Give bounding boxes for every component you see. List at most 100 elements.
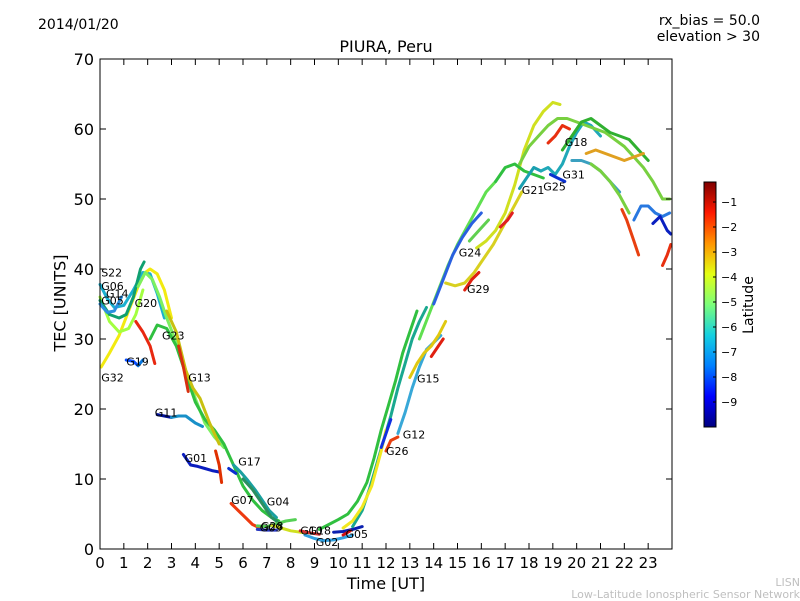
x-tick-label: 11 [353, 554, 372, 572]
colorbar-tick-label: −8 [721, 371, 737, 384]
x-tick-label: 5 [214, 554, 224, 572]
x-tick-label: 10 [329, 554, 348, 572]
sat-label-g31: G31 [562, 169, 585, 182]
x-tick-label: 18 [519, 554, 538, 572]
series-g05b [332, 525, 364, 534]
series-g09 [255, 527, 278, 532]
series-g02 [303, 533, 355, 543]
series-g05r [341, 529, 352, 537]
series-g01r [214, 449, 224, 484]
series-g13r [177, 344, 190, 393]
series-g20 [136, 271, 226, 449]
sat-label-g14: G14 [106, 288, 129, 301]
series-g31 [549, 173, 567, 183]
series-fall5 [651, 215, 673, 236]
colorbar-tick-label: −3 [721, 246, 737, 259]
y-tick-label: 70 [74, 50, 94, 69]
sat-label-g29: G29 [467, 283, 490, 296]
series-g18b [584, 148, 645, 162]
x-tick-label: 16 [472, 554, 491, 572]
series-top2 [560, 117, 650, 162]
x-tick-label: 13 [400, 554, 419, 572]
series-g15 [408, 320, 448, 379]
x-tick-label: 23 [639, 554, 658, 572]
sat-label-g12: G12 [403, 428, 426, 441]
series-g11 [155, 413, 173, 419]
colorbar-tick-label: −7 [721, 346, 737, 359]
x-tick-label: 3 [167, 554, 177, 572]
sat-label-g32: G32 [101, 372, 124, 385]
series-fall3 [620, 208, 641, 257]
x-tick-label: 22 [615, 554, 634, 572]
y-tick-label: 10 [74, 470, 94, 489]
series-g11b [170, 414, 204, 428]
sat-label-g26: G26 [386, 445, 409, 458]
axis-layer: 0 1 2 3 4 5 6 7 8 9 10 11 12 13 14 15 16 17 18 19 20 21 22 2301… [74, 50, 672, 572]
x-tick-label: 21 [591, 554, 610, 572]
sat-label-g23: G23 [162, 330, 185, 343]
sat-label-g18: G18 [309, 524, 332, 537]
series-g18a [298, 529, 321, 536]
sat-label-g20: G20 [135, 297, 158, 310]
series-up2 [494, 162, 545, 183]
series-g25 [539, 120, 602, 176]
series-layer [98, 100, 673, 543]
colorbar-tick-label: −6 [721, 321, 737, 334]
x-tick-label: 12 [376, 554, 395, 572]
x-tick-label: 19 [543, 554, 562, 572]
x-tick-label: 20 [567, 554, 586, 572]
series-g13 [165, 309, 221, 446]
elevation-label: elevation > 30 [656, 29, 760, 45]
series-g01 [181, 453, 221, 474]
sat-label-g18: G18 [565, 136, 588, 149]
sat-label-g25: G25 [543, 181, 566, 194]
y-axis-label: TEC [UNITS] [50, 254, 70, 352]
sat-label-g02: G02 [316, 536, 339, 549]
y-tick-label: 60 [74, 120, 94, 139]
x-tick-label: 2 [143, 554, 153, 572]
series-g04 [241, 477, 283, 526]
sat-label-s22: S22 [101, 267, 122, 280]
colorbar [703, 181, 717, 428]
x-tick-label: 8 [286, 554, 296, 572]
credit-line-1: LISN [775, 576, 800, 589]
series-fall4 [632, 204, 672, 222]
x-tick-label: 1 [119, 554, 129, 572]
sat-label-g09: G09 [260, 522, 283, 535]
y-tick-label: 0 [84, 540, 94, 559]
x-tick-label: 7 [262, 554, 272, 572]
series-g28 [255, 518, 297, 529]
series-g07 [229, 502, 262, 530]
series-g18 [546, 124, 571, 145]
series-g14 [98, 260, 146, 320]
y-tick-label: 50 [74, 190, 94, 209]
sat-label-g06: G06 [101, 280, 124, 293]
sat-label-g17: G17 [238, 456, 261, 469]
series-rise2 [351, 306, 428, 529]
sat-label-g13: G13 [188, 372, 211, 385]
colorbar-tick-label: −5 [721, 296, 737, 309]
series-rise1 [317, 309, 419, 531]
x-tick-label: 0 [95, 554, 105, 572]
sat-label-g24: G24 [459, 246, 482, 259]
rx-bias-label: rx_bias = 50.0 [658, 13, 760, 29]
series-g19b [136, 358, 145, 368]
sat-label-g15: G15 [417, 372, 440, 385]
sat-label-g07: G07 [231, 494, 254, 507]
series-fall2 [589, 162, 631, 215]
series-g29 [444, 190, 524, 288]
series-g26 [384, 435, 400, 453]
colorbar-tick-label: −1 [721, 196, 737, 209]
series-g26b [379, 418, 393, 449]
y-tick-label: 30 [74, 330, 94, 349]
sat-label-g11: G11 [155, 407, 178, 420]
series-g21 [498, 211, 514, 229]
series-g05 [98, 295, 123, 314]
x-tick-label: 17 [496, 554, 515, 572]
colorbar-tick-label: −9 [721, 396, 737, 409]
x-tick-label: 14 [424, 554, 443, 572]
chart-title: PIURA, Peru [339, 37, 433, 56]
series-g19 [124, 358, 140, 368]
